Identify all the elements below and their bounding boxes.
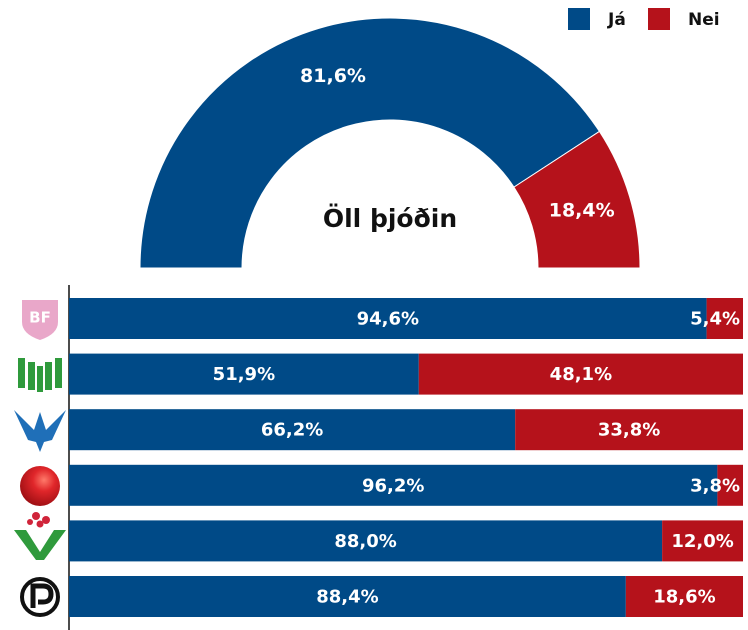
donut-segment xyxy=(139,17,601,269)
donut-title: Öll þjóðin xyxy=(323,203,457,233)
logo-sphere xyxy=(20,466,60,506)
logo-pirate xyxy=(20,577,60,617)
bar-segment xyxy=(69,520,663,562)
bar-segment xyxy=(69,576,626,617)
party-logos xyxy=(14,300,66,617)
value-label: 18,4% xyxy=(549,199,615,221)
value-label: 18,6% xyxy=(653,587,715,608)
value-label: 88,4% xyxy=(316,587,378,608)
value-label: 5,4% xyxy=(690,309,740,330)
logo-book xyxy=(18,358,62,392)
legend-swatch xyxy=(568,8,590,30)
bar-segment xyxy=(625,576,743,617)
legend-label: Já xyxy=(607,10,626,30)
logo-falcon xyxy=(14,410,66,452)
bar-segment xyxy=(662,520,743,562)
bar-segment xyxy=(69,409,516,451)
value-label: 33,8% xyxy=(598,420,660,441)
bar-segment xyxy=(706,298,743,339)
bar-segment xyxy=(69,353,419,395)
value-label: 48,1% xyxy=(550,364,612,385)
value-label: 3,8% xyxy=(690,475,740,496)
value-label: 94,6% xyxy=(357,309,419,330)
donut-segment xyxy=(513,130,641,269)
value-label: 96,2% xyxy=(362,475,424,496)
logo-shield xyxy=(22,300,58,340)
value-label: 88,0% xyxy=(334,531,396,552)
bar-segment xyxy=(515,409,743,451)
value-label: 51,9% xyxy=(213,364,275,385)
legend-swatch xyxy=(648,8,670,30)
bar-segment xyxy=(69,464,718,506)
category-label: BF xyxy=(29,309,51,327)
legend-label: Nei xyxy=(688,10,720,30)
logo-v xyxy=(14,512,66,560)
value-label: 66,2% xyxy=(261,420,323,441)
value-label: 12,0% xyxy=(671,531,733,552)
bar-segment xyxy=(418,353,743,395)
bar-segment xyxy=(717,464,743,506)
bar-segment xyxy=(69,298,707,339)
value-label: 81,6% xyxy=(300,65,366,87)
